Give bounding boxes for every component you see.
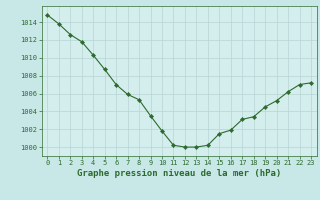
X-axis label: Graphe pression niveau de la mer (hPa): Graphe pression niveau de la mer (hPa) bbox=[77, 169, 281, 178]
